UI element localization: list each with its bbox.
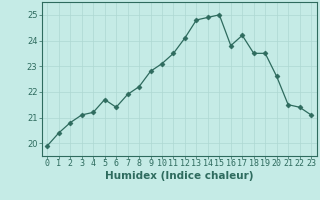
X-axis label: Humidex (Indice chaleur): Humidex (Indice chaleur) (105, 171, 253, 181)
